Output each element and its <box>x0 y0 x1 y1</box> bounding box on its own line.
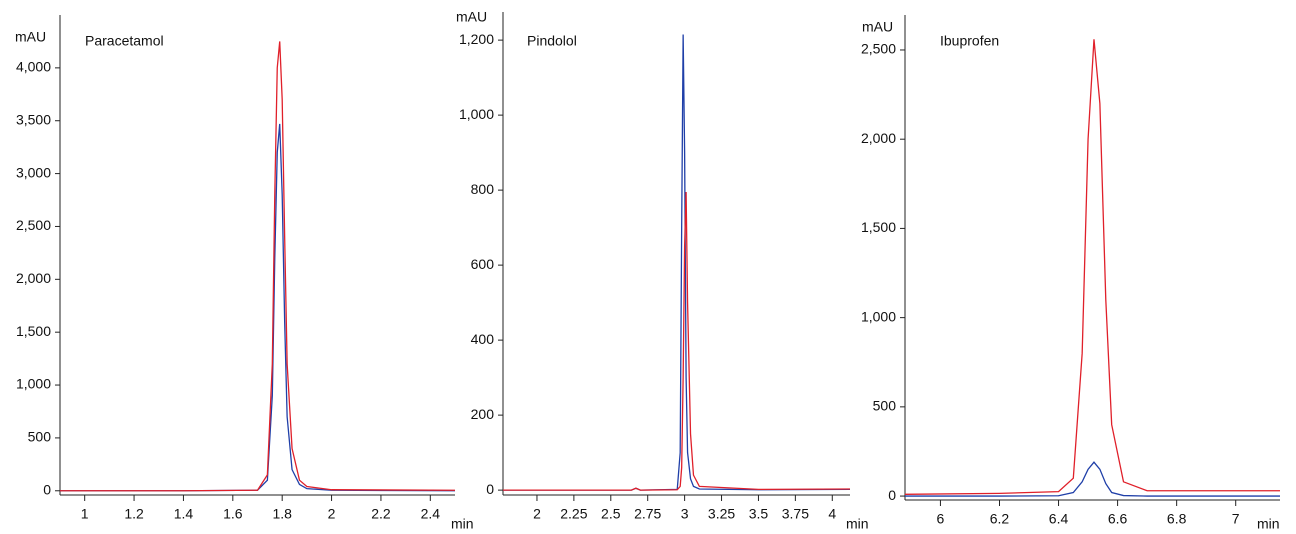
y-tick-label: 500 <box>28 429 52 445</box>
x-tick-label: 3.5 <box>749 506 769 522</box>
y-axis-unit: mAU <box>15 29 46 45</box>
y-tick-label: 0 <box>888 487 896 503</box>
y-axis-unit: mAU <box>862 19 893 35</box>
x-tick-label: 6.2 <box>990 511 1010 527</box>
x-tick-label: 6.6 <box>1108 511 1128 527</box>
x-tick-label: 3 <box>681 506 689 522</box>
chromatogram-trace <box>904 39 1280 495</box>
x-tick-label: 2 <box>533 506 541 522</box>
y-tick-label: 1,000 <box>861 308 896 324</box>
panel-title: Ibuprofen <box>940 33 999 49</box>
x-tick-label: 6.8 <box>1167 511 1187 527</box>
x-tick-label: 6.4 <box>1049 511 1069 527</box>
y-tick-label: 1,000 <box>16 376 51 392</box>
x-axis-unit: min <box>846 516 869 532</box>
x-tick-label: 3.75 <box>782 506 809 522</box>
x-tick-label: 2.5 <box>601 506 621 522</box>
x-tick-label: 1.6 <box>223 506 243 522</box>
x-tick-label: 2 <box>328 506 336 522</box>
y-axis-unit: mAU <box>456 9 487 25</box>
x-tick-label: 7 <box>1232 511 1240 527</box>
x-tick-label: 1.8 <box>272 506 292 522</box>
y-tick-label: 2,500 <box>16 217 51 233</box>
y-tick-label: 1,500 <box>16 323 51 339</box>
chromatogram-trace <box>905 461 1280 497</box>
y-tick-label: 1,000 <box>459 106 494 122</box>
y-tick-label: 3,000 <box>16 164 51 180</box>
x-tick-label: 1.4 <box>174 506 194 522</box>
x-tick-label: 2.2 <box>371 506 391 522</box>
x-tick-label: 1.2 <box>124 506 144 522</box>
x-axis-unit: min <box>451 516 474 532</box>
y-tick-label: 2,500 <box>861 41 896 57</box>
y-tick-label: 3,500 <box>16 111 51 127</box>
x-tick-label: 2.25 <box>560 506 587 522</box>
y-tick-label: 200 <box>471 406 495 422</box>
y-tick-label: 0 <box>43 481 51 497</box>
x-axis-unit: min <box>1257 516 1280 532</box>
y-tick-label: 400 <box>471 331 495 347</box>
y-tick-label: 800 <box>471 181 495 197</box>
x-tick-label: 6 <box>937 511 945 527</box>
y-tick-label: 2,000 <box>16 270 51 286</box>
y-tick-label: 1,500 <box>861 219 896 235</box>
y-tick-label: 0 <box>486 481 494 497</box>
x-tick-label: 3.25 <box>708 506 735 522</box>
x-tick-label: 4 <box>828 506 836 522</box>
y-tick-label: 1,200 <box>459 31 494 47</box>
chromatogram-trace <box>503 191 851 491</box>
y-tick-label: 600 <box>471 256 495 272</box>
y-tick-label: 4,000 <box>16 59 51 75</box>
y-tick-label: 500 <box>873 398 897 414</box>
y-tick-label: 2,000 <box>861 130 896 146</box>
chromatogram-trace <box>503 34 851 491</box>
chromatogram-trace <box>60 41 456 492</box>
x-tick-label: 2.75 <box>634 506 661 522</box>
x-tick-label: 1 <box>81 506 89 522</box>
chromatogram-trace <box>60 123 456 492</box>
x-tick-label: 2.4 <box>421 506 441 522</box>
panel-title: Paracetamol <box>85 33 164 49</box>
panel-title: Pindolol <box>527 33 577 49</box>
